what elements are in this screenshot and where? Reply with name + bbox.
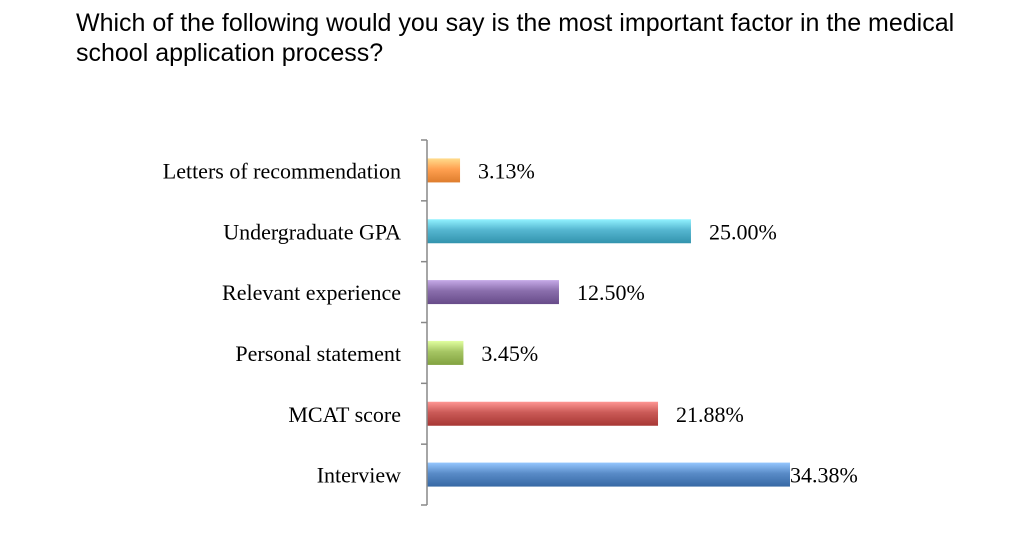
bar-relevant-experience: [427, 280, 559, 305]
category-label: MCAT score: [288, 402, 401, 427]
value-label: 3.45%: [481, 341, 538, 366]
category-label: Interview: [317, 463, 401, 488]
value-label: 21.88%: [676, 402, 744, 427]
category-label: Letters of recommendation: [163, 158, 401, 183]
value-label: 12.50%: [577, 280, 645, 305]
bar-interview: [427, 462, 790, 487]
value-label: 3.13%: [478, 158, 535, 183]
bar-letters-of-recommendation: [427, 158, 461, 183]
value-label: 34.38%: [790, 463, 858, 488]
bar-mcat-score: [427, 401, 659, 426]
value-label: 25.00%: [709, 219, 777, 244]
bar-undergraduate-gpa: [427, 219, 691, 244]
category-label: Personal statement: [235, 341, 401, 366]
category-label: Undergraduate GPA: [223, 219, 401, 244]
bar-personal-statement: [427, 340, 464, 365]
category-label: Relevant experience: [222, 280, 401, 305]
chart-title: Which of the following would you say is …: [76, 9, 955, 67]
